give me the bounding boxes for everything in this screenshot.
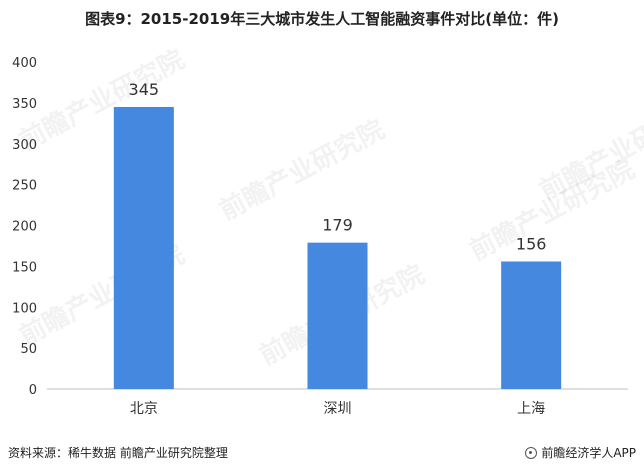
page-title: 图表9：2015-2019年三大城市发生人工智能融资事件对比(单位：件) bbox=[85, 10, 559, 28]
x-tick-label: 深圳 bbox=[324, 401, 352, 417]
publisher-logo-icon bbox=[525, 446, 538, 459]
data-label: 179 bbox=[322, 216, 353, 235]
x-tick-label: 北京 bbox=[130, 401, 158, 417]
y-tick-label: 200 bbox=[12, 220, 37, 235]
y-tick-label: 350 bbox=[12, 97, 37, 112]
data-label: 156 bbox=[516, 234, 547, 253]
y-tick-label: 0 bbox=[29, 383, 37, 398]
x-tick-label: 上海 bbox=[517, 401, 545, 417]
publisher-name: 前瞻经济学人APP bbox=[541, 446, 636, 460]
data-label: 345 bbox=[129, 80, 160, 99]
y-tick-label: 250 bbox=[12, 179, 37, 194]
source-note: 资料来源：稀牛数据 前瞻产业研究院整理 bbox=[8, 446, 228, 460]
y-tick-label: 50 bbox=[20, 342, 37, 357]
y-tick-label: 400 bbox=[12, 56, 37, 71]
y-tick-label: 300 bbox=[12, 138, 37, 153]
publisher-credit: 前瞻经济学人APP bbox=[525, 444, 636, 461]
y-tick-label: 150 bbox=[12, 260, 37, 275]
bar bbox=[501, 261, 562, 389]
y-tick-label: 100 bbox=[12, 301, 37, 316]
bar bbox=[113, 106, 174, 390]
bar bbox=[307, 242, 368, 389]
